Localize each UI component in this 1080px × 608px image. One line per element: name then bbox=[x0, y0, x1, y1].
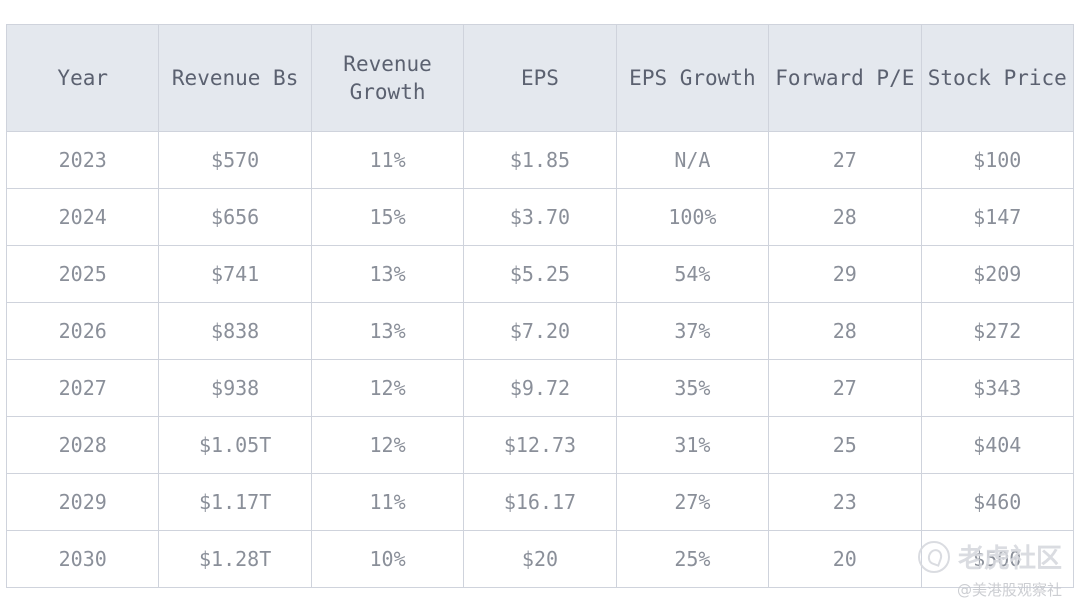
cell-stock-price: $460 bbox=[920, 473, 1075, 531]
cell-stock-price: $272 bbox=[920, 302, 1075, 360]
cell-revenue: $1.05T bbox=[158, 416, 312, 474]
cell-revenue: $570 bbox=[158, 131, 312, 189]
cell-revenue-growth: 11% bbox=[310, 473, 465, 531]
cell-stock-price: $147 bbox=[920, 188, 1075, 246]
table-row: 2026 $838 13% $7.20 37% 28 $272 bbox=[5, 302, 1075, 360]
cell-year: 2028 bbox=[5, 416, 160, 474]
cell-year: 2030 bbox=[5, 530, 160, 588]
cell-forward-pe: 28 bbox=[768, 302, 922, 360]
cell-eps: $5.25 bbox=[463, 245, 617, 303]
cell-stock-price: $404 bbox=[920, 416, 1075, 474]
cell-revenue-growth: 13% bbox=[310, 245, 465, 303]
cell-year: 2023 bbox=[5, 131, 160, 189]
header-year: Year bbox=[5, 24, 160, 132]
header-revenue-growth: Revenue Growth bbox=[310, 24, 465, 132]
header-eps: EPS bbox=[463, 24, 617, 132]
cell-forward-pe: 25 bbox=[768, 416, 922, 474]
table-row: 2024 $656 15% $3.70 100% 28 $147 bbox=[5, 188, 1075, 246]
cell-eps-growth: 37% bbox=[615, 302, 770, 360]
cell-eps-growth: 100% bbox=[615, 188, 770, 246]
table-body: 2023 $570 11% $1.85 N/A 27 $100 2024 $65… bbox=[5, 131, 1075, 588]
header-forward-pe: Forward P/E bbox=[768, 24, 922, 132]
cell-year: 2024 bbox=[5, 188, 160, 246]
cell-revenue-growth: 12% bbox=[310, 416, 465, 474]
table-row: 2030 $1.28T 10% $20 25% 20 $500 bbox=[5, 530, 1075, 588]
header-revenue-growth-label: Revenue Growth bbox=[343, 52, 432, 104]
cell-eps: $3.70 bbox=[463, 188, 617, 246]
header-revenue: Revenue Bs bbox=[158, 24, 312, 132]
cell-revenue-growth: 12% bbox=[310, 359, 465, 417]
header-row: Year Revenue Bs Revenue Growth EPS EPS G… bbox=[5, 24, 1075, 132]
cell-eps-growth: 35% bbox=[615, 359, 770, 417]
cell-revenue-growth: 15% bbox=[310, 188, 465, 246]
cell-forward-pe: 27 bbox=[768, 131, 922, 189]
table-row: 2023 $570 11% $1.85 N/A 27 $100 bbox=[5, 131, 1075, 189]
cell-revenue: $1.28T bbox=[158, 530, 312, 588]
cell-eps: $9.72 bbox=[463, 359, 617, 417]
cell-forward-pe: 20 bbox=[768, 530, 922, 588]
cell-year: 2025 bbox=[5, 245, 160, 303]
table-row: 2029 $1.17T 11% $16.17 27% 23 $460 bbox=[5, 473, 1075, 531]
cell-revenue-growth: 13% bbox=[310, 302, 465, 360]
cell-eps-growth: N/A bbox=[615, 131, 770, 189]
cell-revenue: $656 bbox=[158, 188, 312, 246]
table-header: Year Revenue Bs Revenue Growth EPS EPS G… bbox=[5, 24, 1075, 132]
cell-eps-growth: 31% bbox=[615, 416, 770, 474]
cell-eps-growth: 27% bbox=[615, 473, 770, 531]
cell-forward-pe: 23 bbox=[768, 473, 922, 531]
header-eps-growth: EPS Growth bbox=[615, 24, 770, 132]
cell-revenue-growth: 10% bbox=[310, 530, 465, 588]
projection-table: Year Revenue Bs Revenue Growth EPS EPS G… bbox=[5, 24, 1075, 588]
cell-revenue: $1.17T bbox=[158, 473, 312, 531]
table-row: 2025 $741 13% $5.25 54% 29 $209 bbox=[5, 245, 1075, 303]
cell-eps: $7.20 bbox=[463, 302, 617, 360]
cell-year: 2029 bbox=[5, 473, 160, 531]
cell-year: 2027 bbox=[5, 359, 160, 417]
cell-revenue: $741 bbox=[158, 245, 312, 303]
header-stock-price: Stock Price bbox=[920, 24, 1075, 132]
table-row: 2028 $1.05T 12% $12.73 31% 25 $404 bbox=[5, 416, 1075, 474]
cell-stock-price: $500 bbox=[920, 530, 1075, 588]
table-row: 2027 $938 12% $9.72 35% 27 $343 bbox=[5, 359, 1075, 417]
cell-eps-growth: 54% bbox=[615, 245, 770, 303]
cell-forward-pe: 28 bbox=[768, 188, 922, 246]
cell-forward-pe: 29 bbox=[768, 245, 922, 303]
cell-eps: $1.85 bbox=[463, 131, 617, 189]
cell-revenue: $938 bbox=[158, 359, 312, 417]
cell-stock-price: $209 bbox=[920, 245, 1075, 303]
cell-eps-growth: 25% bbox=[615, 530, 770, 588]
cell-stock-price: $343 bbox=[920, 359, 1075, 417]
cell-eps: $20 bbox=[463, 530, 617, 588]
cell-revenue: $838 bbox=[158, 302, 312, 360]
cell-eps: $16.17 bbox=[463, 473, 617, 531]
cell-revenue-growth: 11% bbox=[310, 131, 465, 189]
cell-forward-pe: 27 bbox=[768, 359, 922, 417]
cell-stock-price: $100 bbox=[920, 131, 1075, 189]
cell-year: 2026 bbox=[5, 302, 160, 360]
cell-eps: $12.73 bbox=[463, 416, 617, 474]
